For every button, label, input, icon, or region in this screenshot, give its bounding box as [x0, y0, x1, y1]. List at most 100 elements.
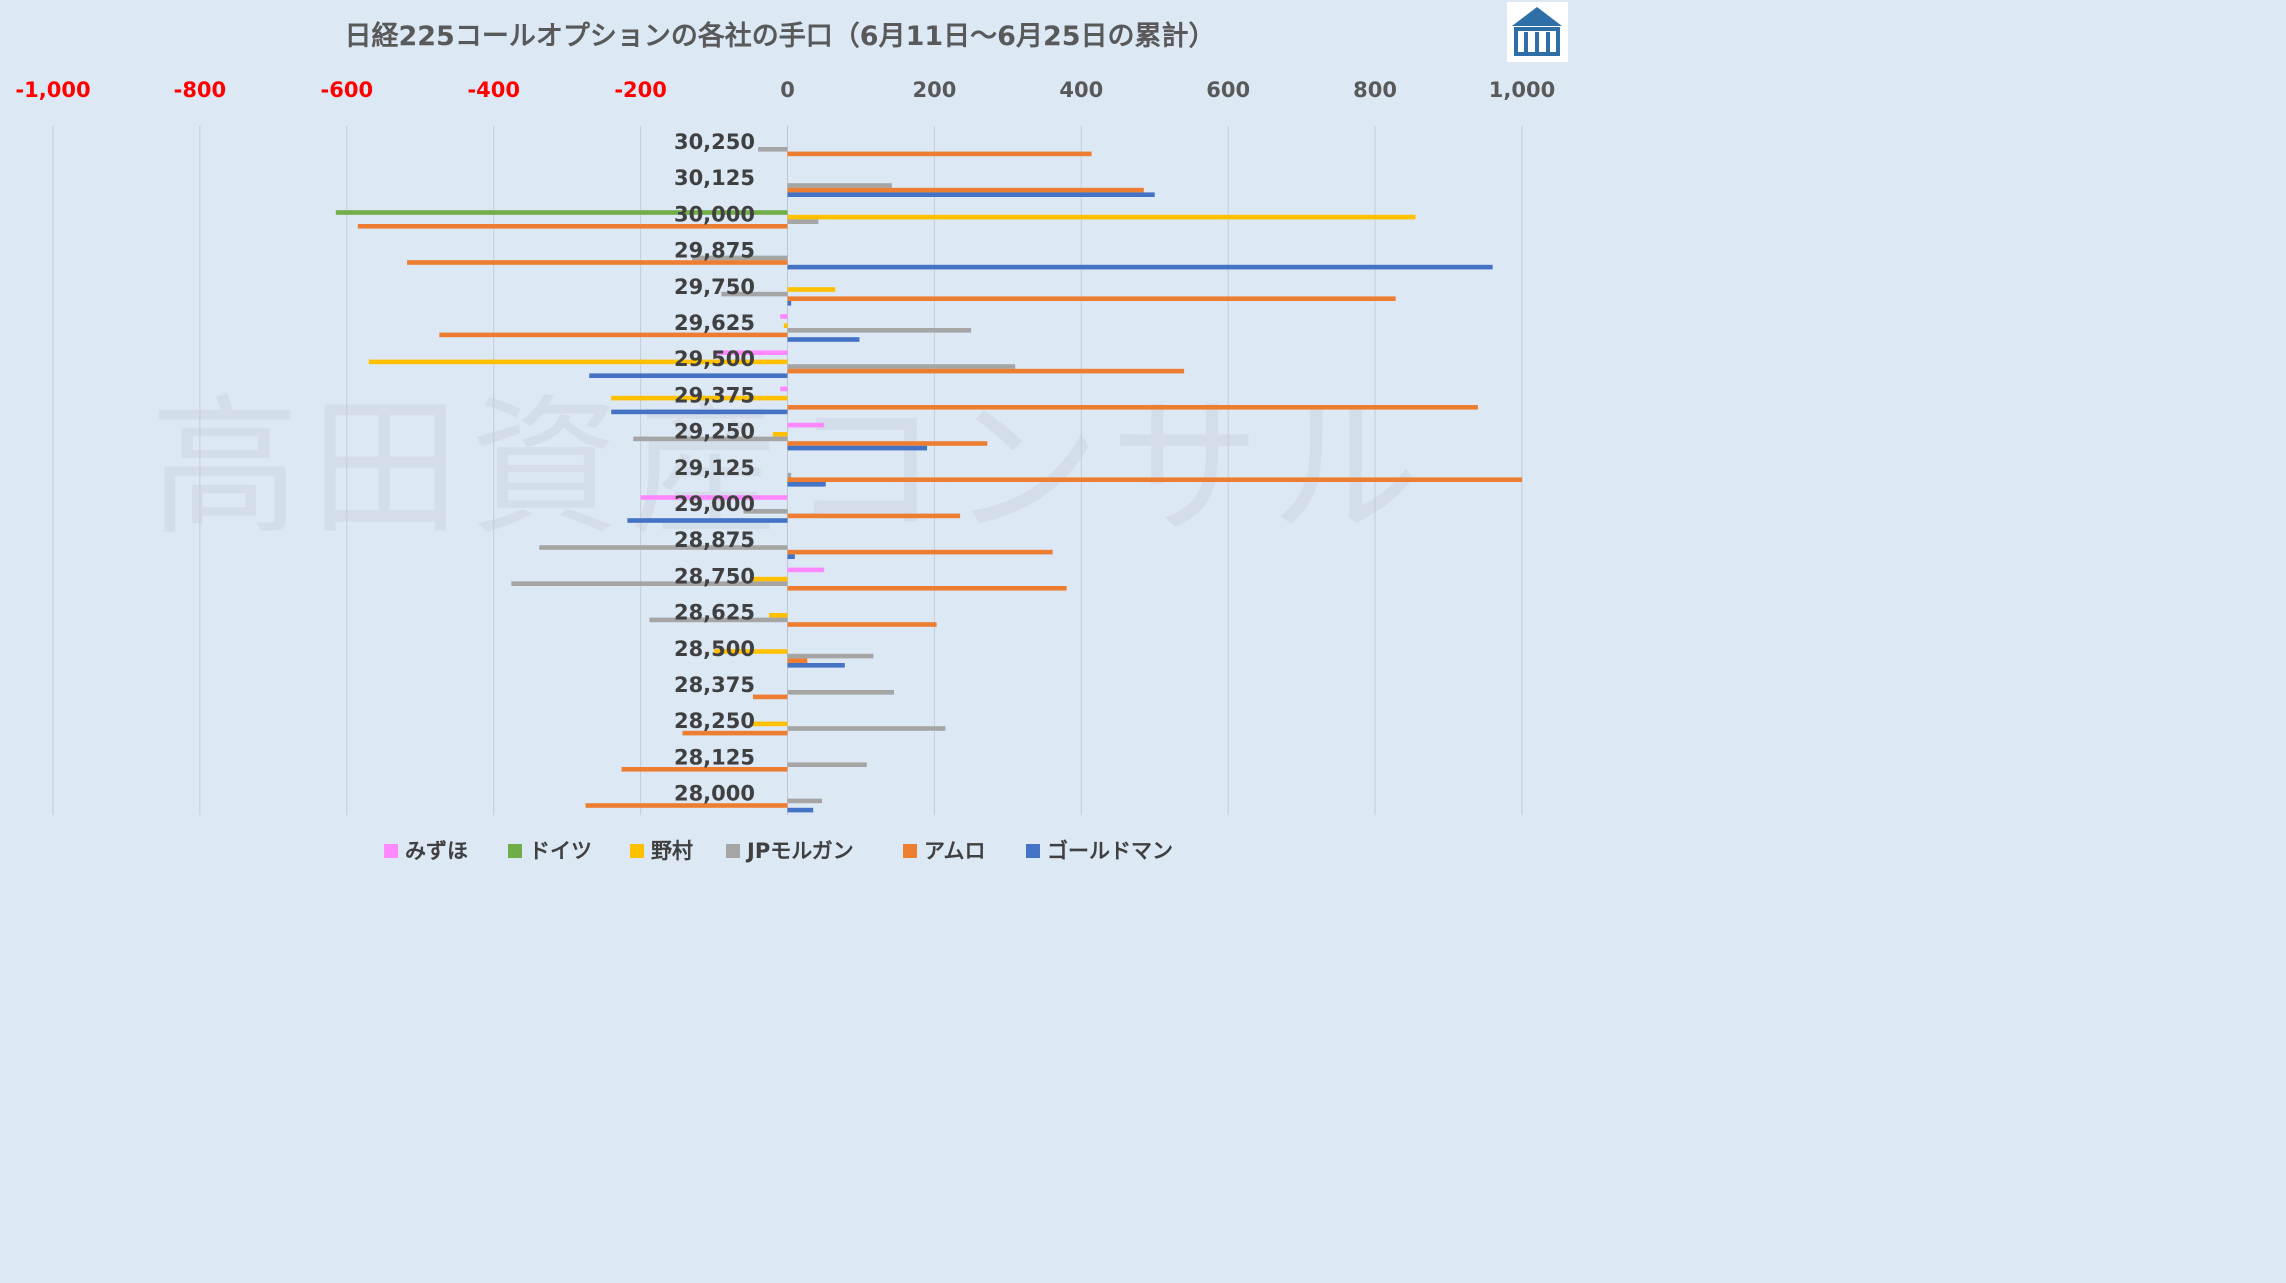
bar [357, 224, 788, 229]
bar [714, 350, 788, 355]
legend-label: ゴールドマン [1047, 839, 1173, 863]
x-tick-label: -400 [467, 78, 520, 102]
bar [627, 518, 788, 523]
bar [407, 260, 788, 265]
x-tick-label: -1,000 [15, 78, 90, 102]
bar [585, 803, 788, 808]
legend-swatch [726, 844, 740, 858]
y-tick-label: 28,375 [674, 673, 755, 697]
y-tick-label: 28,625 [674, 601, 755, 625]
bar [692, 255, 788, 261]
bar [780, 386, 788, 392]
legend-swatch [630, 844, 644, 858]
legend-swatch [384, 844, 398, 858]
bar [633, 436, 788, 442]
bar [787, 549, 1053, 555]
bar [780, 314, 788, 319]
y-axis-labels: 30,250 30,125 30,000 29,875 29,750 29,625 29,5… [674, 130, 755, 806]
bar [752, 694, 788, 700]
bar [787, 482, 826, 487]
legend-swatch [508, 844, 522, 858]
bar [787, 287, 836, 292]
legend-swatch [1026, 844, 1040, 858]
x-tick-label: 800 [1353, 78, 1397, 102]
legend: みずほ ドイツ 野村 JPモルガン アムロ ゴールドマン [384, 839, 1173, 863]
bar [368, 359, 788, 365]
y-tick-label: 29,750 [674, 275, 755, 299]
bar [787, 187, 1144, 193]
bar [787, 364, 1016, 369]
bar [787, 368, 1185, 374]
bar [750, 576, 788, 582]
bar [772, 432, 788, 437]
bar [787, 214, 1416, 220]
bar [787, 762, 867, 767]
bar [611, 395, 788, 401]
bar [787, 405, 1478, 410]
bar [511, 581, 788, 586]
bar [787, 513, 961, 519]
bars [335, 147, 1522, 813]
y-tick-label: 28,000 [674, 782, 755, 806]
bar [787, 653, 874, 659]
y-tick-label: 29,375 [674, 383, 755, 407]
legend-label: JPモルガン [745, 839, 854, 863]
y-tick-label: 29,000 [674, 492, 755, 516]
chart: 日経225コールオプションの各社の手口（6月11日～6月25日の累計） 高田資産… [15, 2, 1568, 863]
bar [787, 554, 795, 559]
bar [787, 658, 808, 663]
x-tick-label: 600 [1206, 78, 1250, 102]
bar [787, 301, 792, 306]
legend-label: 野村 [651, 839, 693, 863]
y-tick-label: 28,750 [674, 564, 755, 588]
bar [783, 323, 788, 328]
bar [787, 183, 892, 188]
bar [743, 509, 788, 514]
bar [539, 545, 788, 550]
bar [787, 726, 946, 731]
legend-label: アムロ [924, 839, 986, 863]
bar [787, 586, 1067, 591]
bar [589, 373, 788, 378]
bar [787, 264, 1493, 270]
y-tick-label: 29,250 [674, 420, 755, 444]
x-tick-label: -600 [321, 78, 374, 102]
legend-label: みずほ [405, 839, 468, 863]
bar [787, 192, 1155, 197]
bar [649, 617, 788, 623]
bar [787, 472, 792, 478]
logo [1507, 2, 1568, 62]
y-tick-label: 30,000 [674, 202, 755, 226]
bar [787, 422, 825, 428]
y-tick-label: 28,125 [674, 745, 755, 769]
bar [787, 663, 845, 668]
x-tick-label: 400 [1059, 78, 1103, 102]
bar [787, 328, 972, 333]
legend-label: ドイツ [529, 839, 592, 863]
bar [714, 649, 788, 654]
x-tick-label: -800 [174, 78, 227, 102]
legend-swatch [903, 844, 917, 858]
bar [787, 567, 825, 573]
x-tick-label: -200 [614, 78, 667, 102]
bar [787, 798, 823, 804]
bar [621, 767, 788, 772]
bar [787, 296, 1396, 301]
x-tick-label: 200 [912, 78, 956, 102]
y-tick-label: 28,250 [674, 709, 755, 733]
bar [335, 210, 788, 215]
bar [787, 690, 895, 695]
bar [611, 409, 788, 415]
y-tick-label: 29,625 [674, 311, 755, 335]
y-tick-label: 29,875 [674, 239, 755, 263]
gridlines [52, 126, 1523, 815]
bar [787, 622, 937, 627]
y-tick-label: 28,500 [674, 637, 755, 661]
bar [787, 337, 860, 342]
y-tick-label: 29,125 [674, 456, 755, 480]
y-tick-label: 30,250 [674, 130, 755, 154]
y-tick-label: 28,875 [674, 528, 755, 552]
bar [721, 291, 788, 297]
x-axis-ticks: -1,000 -800 -600 -400 -200 0 200 400 600 800 1,000 [15, 78, 1555, 102]
bar [787, 477, 1522, 482]
